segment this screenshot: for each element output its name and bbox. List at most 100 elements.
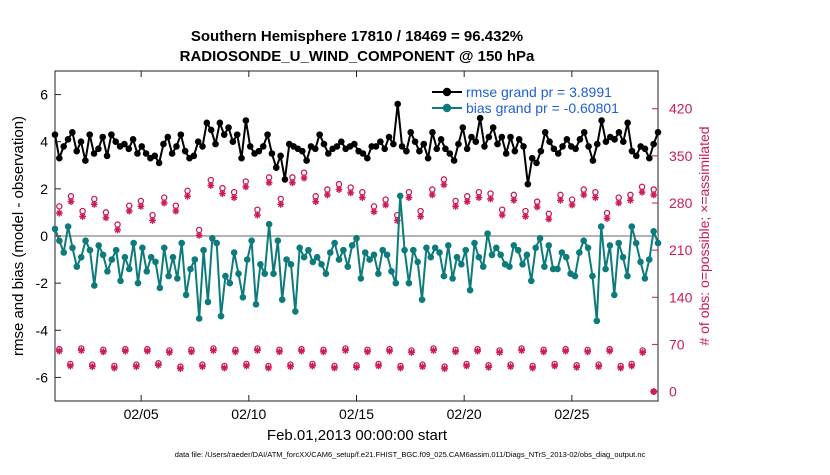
obs-assimilated-marker: [529, 364, 537, 372]
obs-assimilated-marker: [102, 214, 110, 222]
obs-star-stroke: [584, 348, 591, 355]
obs-star-stroke: [265, 365, 272, 371]
x-tick-label: 02/05: [124, 406, 159, 422]
bias-point: [331, 239, 338, 247]
rmse-point: [433, 145, 441, 153]
obs-star-stroke: [188, 348, 195, 355]
bias-point: [628, 223, 636, 230]
obs-star-stroke: [155, 362, 162, 369]
bias-point: [91, 282, 98, 289]
bias-point: [580, 237, 588, 245]
rmse-point: [559, 143, 566, 150]
obs-assimilated-marker: [149, 217, 156, 224]
obs-assimilated-marker: [347, 189, 355, 197]
obs-star-stroke: [562, 348, 569, 355]
obs-star-stroke: [429, 192, 436, 198]
rmse-point: [407, 128, 415, 136]
bias-point: [56, 237, 63, 245]
rmse-point: [554, 150, 562, 157]
bias-point: [519, 260, 526, 268]
rmse-point: [168, 150, 176, 157]
obs-assimilated-marker: [137, 202, 145, 210]
obs-assimilated-marker: [650, 388, 658, 395]
obs-assimilated-marker: [210, 347, 217, 354]
rmse-point: [90, 150, 98, 157]
obs-star-stroke: [122, 348, 129, 355]
rmse-point: [129, 136, 137, 143]
bias-point: [226, 279, 234, 287]
obs-assimilated-marker: [132, 363, 140, 371]
bias-point: [309, 258, 317, 266]
rmse-point: [351, 140, 358, 148]
obs-assimilated-marker: [397, 364, 404, 372]
rmse-point: [394, 100, 402, 108]
bias-point: [169, 253, 177, 261]
bias-point: [471, 239, 478, 247]
bias-point: [104, 268, 111, 275]
obs-assimilated-marker: [364, 348, 371, 356]
bias-point: [270, 270, 277, 278]
rmse-point: [515, 136, 523, 143]
rmse-point: [472, 138, 480, 146]
obs-assimilated-marker: [496, 349, 503, 356]
rmse-point: [624, 119, 631, 127]
obs-star-stroke: [353, 364, 360, 371]
bias-point: [619, 253, 627, 261]
obs-assimilated-marker: [358, 194, 366, 202]
obs-star-stroke: [507, 363, 514, 370]
rmse-point: [468, 133, 475, 141]
obs-star-stroke: [56, 348, 63, 355]
obs-assimilated-marker: [184, 192, 191, 200]
obs-star-stroke: [406, 194, 412, 201]
obs-assimilated-marker: [498, 211, 506, 219]
bias-point: [313, 253, 321, 261]
obs-star-stroke: [557, 197, 564, 204]
bias-point: [125, 265, 133, 273]
rmse-point: [437, 136, 445, 143]
bias-point: [379, 246, 387, 254]
obs-star-stroke: [298, 348, 305, 355]
obs-assimilated-marker: [254, 347, 261, 354]
bias-point: [195, 315, 203, 322]
bias-point: [152, 258, 159, 266]
rmse-point: [602, 138, 610, 146]
obs-star-stroke: [312, 198, 319, 205]
obs-assimilated-marker: [277, 200, 285, 208]
obs-star-stroke: [452, 203, 459, 210]
obs-star-stroke: [475, 194, 482, 201]
rmse-point: [338, 138, 345, 146]
obs-assimilated-marker: [428, 191, 436, 199]
obs-star-stroke: [569, 202, 575, 208]
bias-point: [200, 246, 207, 254]
obs-assimilated-marker: [584, 348, 592, 356]
obs-assimilated-marker: [243, 362, 250, 370]
rmse-point: [489, 124, 497, 131]
obs-star-stroke: [529, 365, 536, 371]
obs-assimilated-marker: [382, 201, 390, 209]
bias-point: [431, 244, 439, 252]
rmse-point: [446, 150, 454, 157]
rmse-point: [377, 138, 384, 146]
obs-assimilated-marker: [265, 364, 272, 372]
rmse-point: [303, 157, 310, 164]
obs-assimilated-marker: [353, 363, 360, 371]
obs-assimilated-marker: [386, 347, 393, 355]
obs-assimilated-marker: [66, 362, 74, 370]
obs-star-stroke: [441, 365, 448, 372]
obs-assimilated-marker: [287, 363, 294, 371]
bias-point: [466, 286, 474, 294]
obs-star-stroke: [474, 348, 481, 355]
obs-assimilated-marker: [99, 348, 107, 356]
bias-point: [589, 272, 596, 280]
obs-assimilated-marker: [562, 347, 570, 355]
rmse-point: [541, 128, 549, 136]
obs-star-stroke: [56, 210, 63, 216]
rmse-point: [533, 159, 540, 167]
bias-point: [545, 242, 553, 249]
obs-assimilated-marker: [628, 362, 636, 370]
rmse-point: [411, 138, 419, 146]
obs-star-stroke: [628, 363, 635, 369]
rmse-point: [507, 133, 514, 141]
obs-star-stroke: [545, 216, 552, 223]
obs-star-stroke: [639, 349, 646, 356]
